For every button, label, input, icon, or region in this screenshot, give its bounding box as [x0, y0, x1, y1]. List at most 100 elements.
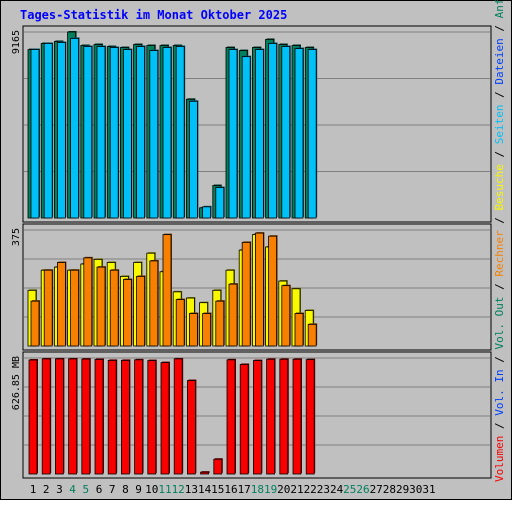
x-tick-label-day-14: 14	[198, 483, 212, 496]
bar-volumen-day-13	[186, 380, 196, 475]
x-tick-label-day-25: 25	[343, 483, 356, 496]
bar-rechner-day-14	[202, 313, 212, 347]
bar-volumen-day-21	[292, 358, 302, 475]
x-tick-label-day-6: 6	[96, 483, 103, 496]
legend-item-seiten: Seiten	[493, 104, 506, 144]
legend-separator: /	[493, 85, 506, 105]
bar-rechner-day-22	[307, 323, 317, 347]
y-max-label: 375	[11, 228, 22, 246]
panel-2: 375	[11, 223, 492, 351]
bar-volumen-day-9	[134, 359, 144, 475]
x-tick-label-day-26: 26	[356, 483, 369, 496]
bar-seiten-day-4	[70, 37, 79, 219]
bar-volumen-day-12	[173, 358, 183, 475]
bar-seiten-day-3	[57, 42, 66, 219]
bar-seiten-day-14	[202, 206, 212, 219]
bar-volumen-day-11	[160, 362, 170, 475]
bar-seiten-day-22	[307, 49, 317, 219]
x-tick-label-day-20: 20	[277, 483, 290, 496]
bar-rechner-day-6	[96, 266, 106, 347]
x-tick-label-day-28: 28	[383, 483, 396, 496]
x-tick-label-day-22: 22	[304, 483, 317, 496]
bar-volumen-day-5	[81, 358, 91, 475]
legend-item-anfragen: Anfragen	[493, 0, 506, 18]
bar-rechner-day-8	[123, 279, 132, 347]
bar-volumen-day-8	[121, 359, 130, 475]
bar-rechner-day-5	[83, 257, 93, 347]
legend-item-dateien: Dateien	[493, 38, 506, 84]
bar-rechner-day-10	[149, 260, 159, 347]
bar-rechner-day-13	[188, 313, 198, 347]
bar-volumen-day-10	[147, 360, 157, 475]
bar-rechner-day-2	[43, 269, 53, 347]
x-tick-label-day-4: 4	[69, 483, 76, 496]
bar-rechner-day-21	[294, 313, 304, 347]
legend-item-rechner: Rechner	[493, 230, 506, 277]
x-tick-label-day-2: 2	[43, 483, 50, 496]
bar-seiten-day-1	[30, 49, 40, 219]
bar-rechner-day-20	[281, 285, 291, 347]
legend-separator: /	[493, 277, 506, 297]
bar-rechner-day-18	[254, 232, 264, 347]
bar-volumen-day-4	[68, 358, 77, 475]
bar-rechner-day-12	[175, 299, 185, 347]
bar-rechner-day-4	[70, 269, 79, 347]
bar-seiten-day-21	[294, 48, 304, 219]
y-max-label: 9165	[11, 30, 22, 54]
legend-item-vol-out: Vol. Out	[493, 297, 506, 350]
x-tick-label-day-3: 3	[56, 483, 63, 496]
bar-seiten-day-5	[83, 46, 93, 219]
bar-seiten-day-10	[149, 50, 159, 219]
panel-3: 626.85 MB	[11, 351, 492, 479]
bar-seiten-day-7	[109, 47, 119, 219]
bar-volumen-day-2	[41, 358, 51, 475]
bar-volumen-day-16	[226, 359, 236, 475]
bar-volumen-day-20	[279, 358, 289, 475]
bar-volumen-day-19	[266, 358, 276, 475]
x-tick-label-day-27: 27	[370, 483, 383, 496]
x-tick-label-day-8: 8	[122, 483, 129, 496]
legend-separator: /	[493, 350, 506, 370]
bar-rechner-day-3	[57, 262, 66, 347]
bar-volumen-day-15	[213, 458, 223, 475]
legend-separator: /	[493, 210, 506, 230]
bar-seiten-day-19	[268, 43, 278, 219]
bar-volumen-day-3	[55, 358, 64, 475]
bar-volumen-day-14	[200, 471, 210, 475]
x-tick-label-day-11: 11	[158, 483, 171, 496]
bar-seiten-day-2	[43, 43, 53, 219]
bar-volumen-day-1	[28, 359, 38, 475]
x-tick-label-day-19: 19	[264, 483, 277, 496]
x-tick-label-day-23: 23	[317, 483, 330, 496]
bar-volumen-day-18	[252, 360, 262, 475]
legend-separator: /	[493, 18, 506, 38]
legend: Volumen / Vol. In / Vol. Out / Rechner /…	[493, 0, 506, 482]
bar-seiten-day-15	[215, 187, 225, 219]
x-tick-label-day-31: 31	[422, 483, 435, 496]
bar-seiten-day-18	[254, 49, 264, 219]
bar-seiten-day-12	[175, 46, 185, 219]
bar-volumen-day-17	[239, 364, 249, 475]
bar-seiten-day-6	[96, 46, 106, 219]
x-tick-label-day-5: 5	[82, 483, 89, 496]
bar-rechner-day-19	[268, 235, 278, 347]
x-tick-label-day-18: 18	[251, 483, 264, 496]
legend-separator: /	[493, 144, 506, 164]
bar-seiten-day-20	[281, 46, 291, 219]
bar-rechner-day-15	[215, 300, 225, 347]
x-tick-label-day-15: 15	[211, 483, 224, 496]
legend-separator: /	[493, 416, 506, 436]
x-tick-label-day-10: 10	[145, 483, 158, 496]
bar-volumen-day-22	[305, 359, 315, 475]
x-tick-label-day-17: 17	[238, 483, 251, 496]
bar-rechner-day-16	[228, 283, 238, 347]
bar-volumen-day-6	[94, 359, 104, 475]
panel-1: 9165	[11, 25, 492, 223]
chart-title: Tages-Statistik im Monat Oktober 2025	[20, 8, 287, 22]
legend-item-besuche: Besuche	[493, 164, 506, 210]
bar-volumen-day-7	[107, 359, 117, 475]
bar-seiten-day-11	[162, 47, 172, 219]
x-tick-label-day-12: 12	[172, 483, 185, 496]
bar-rechner-day-9	[136, 275, 146, 347]
